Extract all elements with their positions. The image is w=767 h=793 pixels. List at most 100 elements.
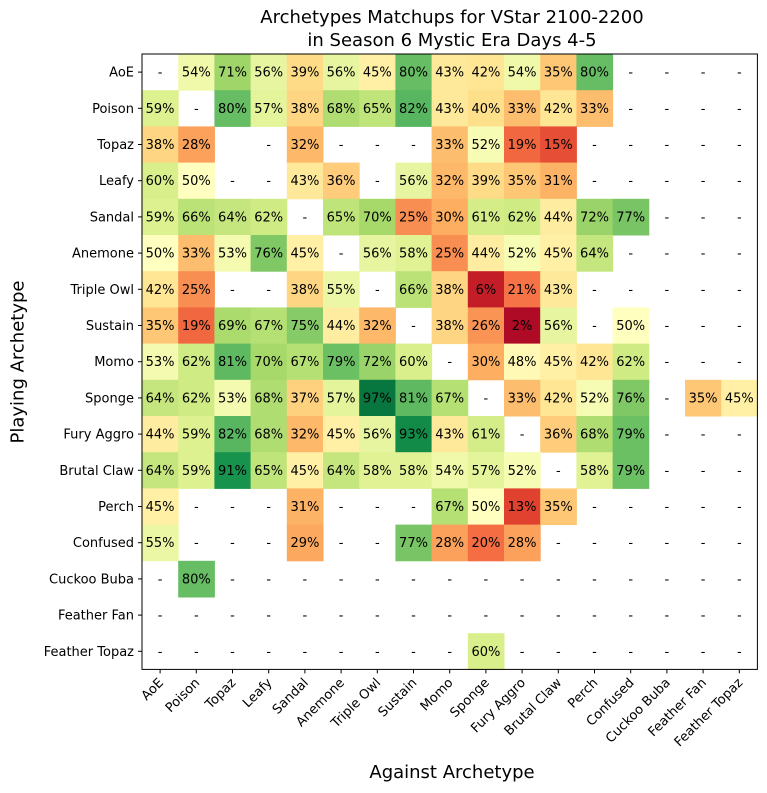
- cell-label: 53%: [146, 355, 175, 370]
- cell-label: 97%: [363, 391, 392, 406]
- cell-label: -: [737, 428, 742, 443]
- cell-label: 33%: [182, 247, 211, 262]
- x-axis-label: Against Archetype: [369, 762, 535, 783]
- cell-label: 19%: [508, 138, 537, 153]
- heatmap-cell: [323, 343, 360, 381]
- cell-label: -: [447, 572, 452, 587]
- cell-label: 30%: [435, 210, 464, 225]
- cell-label: -: [592, 138, 597, 153]
- cell-label: 61%: [471, 428, 500, 443]
- cell-label: -: [339, 247, 344, 262]
- heatmap-cell: [214, 54, 252, 91]
- cell-label: -: [303, 645, 308, 660]
- heatmap-cell: [250, 307, 288, 345]
- cell-label: 65%: [363, 102, 392, 117]
- cell-label: -: [339, 572, 344, 587]
- heatmap-cell: [286, 524, 324, 562]
- cell-label: 35%: [508, 174, 537, 189]
- cell-label: 21%: [508, 283, 537, 298]
- cell-label: 91%: [218, 464, 247, 479]
- cell-label: -: [411, 138, 416, 153]
- cell-label: 38%: [435, 319, 464, 334]
- heatmap-cell: [540, 54, 577, 91]
- heatmap-cell: [178, 54, 215, 91]
- cell-label: 50%: [616, 319, 645, 334]
- cell-label: 70%: [254, 355, 283, 370]
- cell-label: 50%: [146, 247, 175, 262]
- heatmap-cell: [467, 524, 505, 562]
- heatmap-cell: [142, 452, 179, 489]
- cell-label: -: [628, 174, 633, 189]
- heatmap-cell: [504, 126, 541, 164]
- heatmap-cell: [431, 198, 469, 236]
- heatmap-cell: [540, 379, 577, 417]
- cell-label: -: [737, 138, 742, 153]
- cell-label: 33%: [580, 102, 609, 117]
- cell-label: 45%: [327, 428, 356, 443]
- cell-label: -: [339, 138, 344, 153]
- cell-label: 59%: [146, 210, 175, 225]
- cell-label: -: [737, 536, 742, 551]
- cell-label: 56%: [363, 428, 392, 443]
- cell-label: -: [701, 210, 706, 225]
- cell-label: 25%: [182, 283, 211, 298]
- cell-label: 56%: [363, 247, 392, 262]
- cell-label: -: [701, 645, 706, 660]
- cell-label: 30%: [471, 355, 500, 370]
- heatmap-cell: [250, 452, 288, 489]
- cell-label: 70%: [363, 210, 392, 225]
- cell-label: 62%: [508, 210, 537, 225]
- heatmap-cell: [359, 235, 396, 272]
- cell-label: -: [737, 355, 742, 370]
- heatmap-cell: [431, 162, 469, 200]
- heatmap-cell: [431, 488, 469, 526]
- cell-label: -: [737, 609, 742, 624]
- cell-label: -: [411, 609, 416, 624]
- cell-label: -: [737, 464, 742, 479]
- cell-label: 72%: [363, 355, 392, 370]
- cell-label: -: [701, 536, 706, 551]
- cell-label: 75%: [290, 319, 319, 334]
- cell-label: 56%: [399, 174, 428, 189]
- cell-label: -: [230, 572, 235, 587]
- cell-label: 57%: [254, 102, 283, 117]
- cell-label: 79%: [616, 464, 645, 479]
- cell-label: -: [303, 572, 308, 587]
- cell-label: 38%: [146, 138, 175, 153]
- cell-label: 45%: [290, 464, 319, 479]
- heatmap-cell: [359, 307, 396, 345]
- cell-label: -: [411, 572, 416, 587]
- cell-label: 44%: [327, 319, 356, 334]
- heatmap-cell: [142, 488, 179, 526]
- heatmap-cell: [467, 90, 505, 127]
- cell-label: 56%: [327, 66, 356, 81]
- cell-label: -: [701, 572, 706, 587]
- heatmap-cell: [286, 488, 324, 526]
- heatmap-cell: [504, 235, 541, 272]
- cell-label: -: [520, 428, 525, 443]
- heatmap-cell: [178, 307, 215, 345]
- heatmap-cell: [142, 343, 179, 381]
- cell-label: 64%: [146, 391, 175, 406]
- cell-label: 31%: [544, 174, 573, 189]
- cell-label: -: [628, 138, 633, 153]
- cell-label: 62%: [616, 355, 645, 370]
- cell-label: -: [230, 500, 235, 515]
- cell-label: 32%: [290, 428, 319, 443]
- heatmap-cell: [395, 90, 433, 127]
- heatmap-cell: [286, 452, 324, 489]
- heatmap-cell: [286, 235, 324, 272]
- cell-label: -: [628, 102, 633, 117]
- cell-label: -: [665, 391, 670, 406]
- heatmap-cell: [467, 54, 505, 91]
- cell-label: -: [158, 572, 163, 587]
- heatmap-cell: [214, 307, 252, 345]
- cell-label: 59%: [182, 428, 211, 443]
- cell-label: -: [375, 536, 380, 551]
- cell-label: 57%: [327, 391, 356, 406]
- heatmap-cell: [250, 343, 288, 381]
- cell-label: -: [520, 609, 525, 624]
- heatmap-cell: [323, 90, 360, 127]
- cell-label: 93%: [399, 428, 428, 443]
- cell-label: -: [194, 536, 199, 551]
